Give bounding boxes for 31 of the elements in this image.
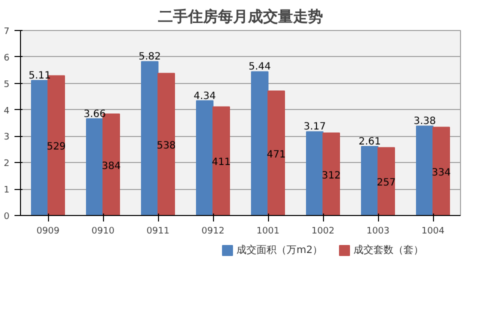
data-label: 5.11 (28, 70, 51, 82)
x-tick-label: 0909 (36, 226, 60, 236)
data-label: 5.82 (138, 52, 161, 63)
legend-label: 成交套数（套） (354, 244, 424, 256)
x-tick-label: 0912 (202, 226, 224, 236)
chart-title: 二手住房每月成交量走势 (158, 8, 323, 26)
x-tick-label: 0910 (92, 226, 115, 236)
data-label: 538 (156, 140, 176, 152)
data-label: 257 (376, 178, 396, 189)
x-tick-label: 0911 (146, 226, 170, 236)
y-tick-label: 5 (4, 80, 10, 90)
y-tick-label: 2 (4, 159, 10, 170)
data-label: 5.44 (248, 62, 271, 73)
y-tick-label: 7 (4, 27, 10, 37)
data-label: 4.34 (194, 90, 216, 102)
y-tick-label: 1 (4, 186, 10, 196)
data-label: 2.61 (358, 136, 381, 148)
x-tick-label: 1004 (422, 226, 445, 236)
data-label: 529 (46, 142, 66, 153)
data-label: 312 (322, 170, 341, 182)
y-tick-label: 6 (4, 53, 10, 64)
data-label: 3.17 (304, 122, 326, 133)
data-label: 3.38 (414, 116, 436, 128)
y-tick-label: 4 (4, 106, 10, 116)
data-label: 3.66 (84, 108, 106, 120)
x-tick-label: 1001 (256, 226, 280, 236)
legend-label: 成交面积（万m2） (236, 244, 323, 256)
x-tick-label: 1003 (366, 226, 390, 236)
y-tick-label: 0 (4, 212, 10, 222)
y-tick-label: 3 (4, 132, 10, 143)
x-tick-label: 1002 (312, 226, 334, 236)
